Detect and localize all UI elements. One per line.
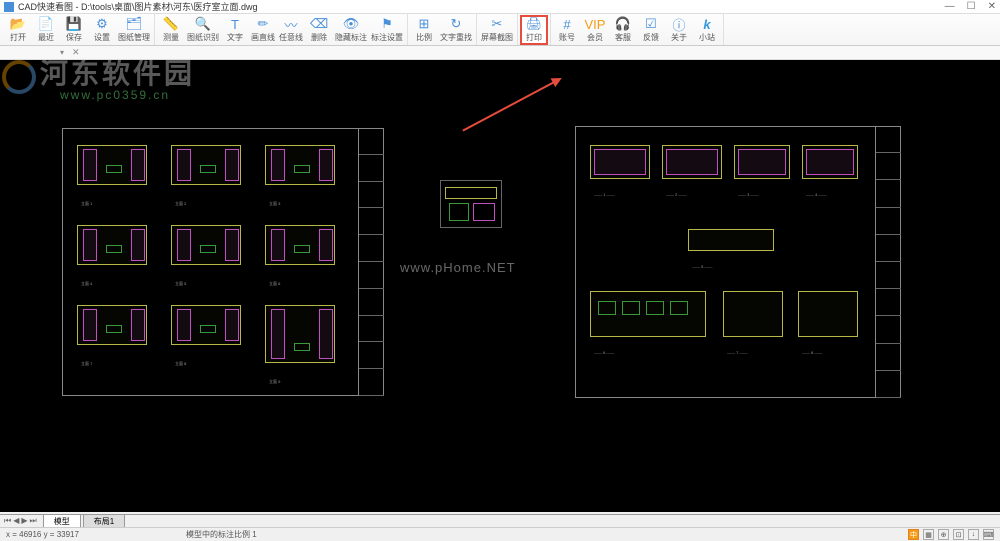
- 屏幕截图-icon: ✂: [489, 16, 505, 32]
- drawing-sheet-left: 立面 1立面 2立面 3 立面 4立面 5立面 6 立面 7立面 8立面 9: [62, 128, 384, 396]
- tool-文字[interactable]: T文字: [221, 15, 249, 45]
- tool-最近[interactable]: 📄最近: [32, 15, 60, 45]
- 打开-icon: 📂: [10, 16, 26, 32]
- 会员-icon: VIP: [587, 16, 603, 32]
- tool-保存[interactable]: 💾保存: [60, 15, 88, 45]
- drawing-canvas[interactable]: 河东软件园 www.pc0359.cn www.pHome.NET 立面 1立面…: [0, 60, 1000, 512]
- tool-打印[interactable]: 🖨打印: [520, 15, 548, 45]
- tool-关于[interactable]: ⓘ关于: [665, 15, 693, 45]
- tab-first-icon[interactable]: ⏮: [4, 516, 11, 526]
- elevation-cell: 立面 6: [259, 217, 345, 289]
- watermark-center: www.pHome.NET: [400, 260, 516, 275]
- tab-last-icon[interactable]: ⏭: [30, 516, 37, 526]
- 最近-icon: 📄: [38, 16, 54, 32]
- tool-隐藏标注[interactable]: 👁隐藏标注: [333, 15, 369, 45]
- maximize-button[interactable]: ☐: [967, 1, 976, 12]
- tool-文字重找[interactable]: ↻文字重找: [438, 15, 474, 45]
- close-button[interactable]: ✕: [988, 1, 996, 12]
- tool-图纸管理[interactable]: 🗂图纸管理: [116, 15, 152, 45]
- tab-prev-icon[interactable]: ◀: [13, 516, 19, 526]
- app-icon: [4, 2, 14, 12]
- tool-屏幕截图[interactable]: ✂屏幕截图: [479, 15, 515, 45]
- 标注设置-icon: ⚑: [379, 16, 395, 32]
- status-icon[interactable]: ⌨: [983, 529, 994, 540]
- elevation-view: —— 4 ——: [800, 141, 860, 189]
- 图纸识别-icon: 🔍: [195, 16, 211, 32]
- coordinates: x = 46916 y = 33917: [6, 530, 186, 539]
- tool-测量[interactable]: 📏测量: [157, 15, 185, 45]
- 关于-icon: ⓘ: [671, 16, 687, 32]
- watermark-url: www.pc0359.cn: [60, 88, 170, 102]
- 删除-icon: ⌫: [311, 16, 327, 32]
- tool-账号[interactable]: #账号: [553, 15, 581, 45]
- elevation-cell: 立面 2: [165, 137, 251, 209]
- highlight-arrow: [462, 78, 560, 131]
- drawing-detail-center: [440, 180, 502, 228]
- elevation-cell: 立面 7: [71, 297, 157, 369]
- elevation-view: —— 3 ——: [732, 141, 792, 189]
- 画直线-icon: ✏: [255, 16, 271, 32]
- 小站-icon: k: [699, 16, 715, 32]
- tool-标注设置[interactable]: ⚑标注设置: [369, 15, 405, 45]
- title-block: [875, 126, 901, 398]
- tool-设置[interactable]: ⚙设置: [88, 15, 116, 45]
- 隐藏标注-icon: 👁: [343, 16, 359, 32]
- tool-比例[interactable]: ⊞比例: [410, 15, 438, 45]
- tool-小站[interactable]: k小站: [693, 15, 721, 45]
- elevation-cell: 立面 4: [71, 217, 157, 289]
- ime-indicator[interactable]: 中: [908, 529, 919, 540]
- status-icon[interactable]: ⊡: [953, 529, 964, 540]
- 保存-icon: 💾: [66, 16, 82, 32]
- tool-反馈[interactable]: ☑反馈: [637, 15, 665, 45]
- 比例-icon: ⊞: [416, 16, 432, 32]
- status-icon[interactable]: ▦: [923, 529, 934, 540]
- elevation-view: —— 6 ——: [588, 287, 708, 347]
- scale-label: 模型中的标注比例 1: [186, 529, 908, 540]
- minimize-button[interactable]: —: [945, 1, 955, 12]
- close-tab-icon[interactable]: ✕: [72, 47, 80, 58]
- 客服-icon: 🎧: [615, 16, 631, 32]
- elevation-view: —— 1 ——: [588, 141, 652, 189]
- title-block: [358, 128, 384, 396]
- status-bar: x = 46916 y = 33917 模型中的标注比例 1 中 ▦ ⊕ ⊡ ↓ ⌨: [0, 527, 1000, 541]
- 打印-icon: 🖨: [526, 16, 542, 32]
- 测量-icon: 📏: [163, 16, 179, 32]
- tool-画直线[interactable]: ✏画直线: [249, 15, 277, 45]
- dropdown-icon[interactable]: ▾: [60, 48, 64, 57]
- layout-tabs: ⏮ ◀ ▶ ⏭ 模型 布局1: [0, 514, 1000, 527]
- tool-客服[interactable]: 🎧客服: [609, 15, 637, 45]
- status-icon[interactable]: ↓: [968, 529, 979, 540]
- sub-toolbar: ▾ ✕: [0, 46, 1000, 60]
- tab-layout1[interactable]: 布局1: [83, 514, 125, 528]
- tab-model[interactable]: 模型: [43, 514, 81, 528]
- 文字-icon: T: [227, 16, 243, 32]
- 账号-icon: #: [559, 16, 575, 32]
- elevation-view: —— 2 ——: [660, 141, 724, 189]
- elevation-view: —— 7 ——: [721, 287, 785, 347]
- 文字重找-icon: ↻: [448, 16, 464, 32]
- 反馈-icon: ☑: [643, 16, 659, 32]
- 设置-icon: ⚙: [94, 16, 110, 32]
- tool-图纸识别[interactable]: 🔍图纸识别: [185, 15, 221, 45]
- elevation-cell: 立面 3: [259, 137, 345, 209]
- tool-会员[interactable]: VIP会员: [581, 15, 609, 45]
- elevation-cell: 立面 1: [71, 137, 157, 209]
- tool-删除[interactable]: ⌫删除: [305, 15, 333, 45]
- window-title: CAD快速看图 - D:\tools\桌面\图片素材\河东\医疗室立面.dwg: [18, 0, 945, 13]
- elevation-cell: 立面 9: [259, 297, 345, 387]
- 任意线-icon: 〰: [283, 16, 299, 32]
- tab-next-icon[interactable]: ▶: [21, 516, 27, 526]
- elevation-view: —— 8 ——: [796, 287, 860, 347]
- main-toolbar: 📂打开📄最近💾保存⚙设置🗂图纸管理📏测量🔍图纸识别T文字✏画直线〰任意线⌫删除👁…: [0, 14, 1000, 46]
- drawing-sheet-right: —— 1 ———— 2 ———— 3 ———— 4 —— —— 5 —— —— 6 …: [575, 126, 901, 398]
- elevation-view: —— 5 ——: [686, 225, 776, 261]
- 图纸管理-icon: 🗂: [126, 16, 142, 32]
- elevation-cell: 立面 5: [165, 217, 251, 289]
- status-icon[interactable]: ⊕: [938, 529, 949, 540]
- tool-任意线[interactable]: 〰任意线: [277, 15, 305, 45]
- elevation-cell: 立面 8: [165, 297, 251, 369]
- tool-打开[interactable]: 📂打开: [4, 15, 32, 45]
